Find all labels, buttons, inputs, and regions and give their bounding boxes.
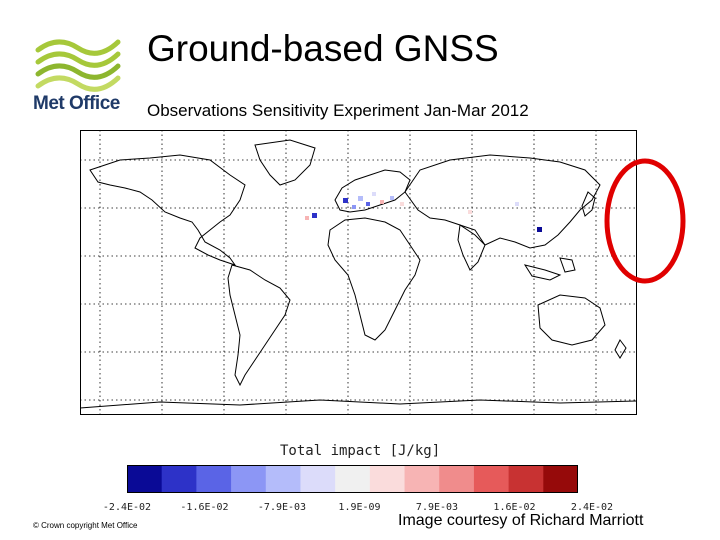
legend-tick-label: -1.6E-02 xyxy=(180,502,229,513)
legend-border xyxy=(127,465,578,493)
copyright-text: © Crown copyright Met Office xyxy=(33,521,138,530)
world-map xyxy=(80,130,637,415)
page-subtitle: Observations Sensitivity Experiment Jan-… xyxy=(147,101,529,120)
station-marker xyxy=(352,205,356,209)
station-marker xyxy=(380,200,384,204)
legend-tick-label: 7.9E-03 xyxy=(415,502,459,513)
highlight-ellipse xyxy=(604,158,686,284)
station-marker xyxy=(515,202,519,206)
logo-wave-icon xyxy=(35,39,121,92)
station-marker xyxy=(366,202,370,206)
station-marker xyxy=(358,196,363,201)
station-markers xyxy=(305,192,542,232)
image-credit: Image courtesy of Richard Marriott xyxy=(398,512,644,529)
station-marker xyxy=(312,213,317,218)
legend-swatch xyxy=(543,465,578,493)
logo-text: Met Office xyxy=(33,93,120,114)
legend-tick-label: 1.9E-09 xyxy=(338,502,381,513)
map-frame xyxy=(80,130,637,415)
station-marker xyxy=(468,210,472,214)
station-marker xyxy=(537,227,542,232)
legend-colorbar xyxy=(127,465,578,493)
legend-swatch xyxy=(231,465,267,493)
station-marker xyxy=(372,192,376,196)
legend-swatch xyxy=(439,465,475,493)
station-marker xyxy=(400,202,404,206)
legend-tick-label: 1.6E-02 xyxy=(493,502,536,513)
legend-tick-label: 2.4E-02 xyxy=(570,502,614,513)
legend-swatch xyxy=(508,465,544,493)
station-marker xyxy=(390,196,394,200)
legend-swatch xyxy=(473,465,510,493)
legend-tick-label: -7.9E-03 xyxy=(257,502,307,513)
legend-swatch xyxy=(369,465,406,493)
met-office-logo xyxy=(35,39,121,92)
legend-tick-label: -2.4E-02 xyxy=(102,502,152,513)
legend-swatch xyxy=(335,465,371,493)
legend-swatch xyxy=(265,465,301,493)
legend-swatch xyxy=(196,465,232,493)
coastlines xyxy=(80,139,637,409)
station-marker xyxy=(343,198,348,203)
legend-swatch xyxy=(404,465,440,493)
page-title: Ground-based GNSS xyxy=(147,28,499,69)
legend-title: Total impact [J/kg] xyxy=(280,443,441,459)
legend-tick-labels: -2.4E-02 -1.6E-02 -7.9E-03 1.9E-09 7.9E-03 1.… xyxy=(90,502,630,516)
legend-swatch xyxy=(300,465,336,493)
legend-swatch xyxy=(161,465,197,493)
station-marker xyxy=(305,216,309,220)
legend-swatch xyxy=(127,465,163,493)
